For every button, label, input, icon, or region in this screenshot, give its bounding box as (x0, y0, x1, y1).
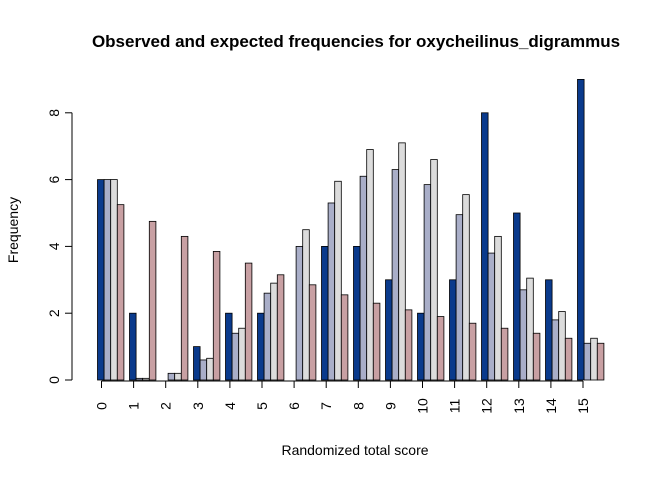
bar-s4-13 (532, 332, 541, 381)
bar-s2-3 (199, 359, 208, 381)
x-tick-label-2: 2 (158, 402, 174, 410)
bar-s3-10 (430, 159, 438, 381)
x-tick-label-1: 1 (126, 402, 142, 410)
x-tick-label-9: 9 (382, 402, 398, 410)
bar-s1-15 (577, 79, 585, 381)
bar-s3-5 (270, 282, 278, 381)
bar-s3-15 (590, 337, 598, 381)
bar-s2-12 (487, 252, 496, 381)
bar-s1-7 (321, 245, 329, 381)
bar-s3-14 (558, 311, 566, 381)
bar-s3-1 (142, 377, 150, 381)
bar-s1-3 (193, 346, 201, 381)
y-tick-label-0: 0 (46, 376, 62, 384)
bar-s3-13 (526, 277, 534, 381)
bar-s4-4 (244, 262, 253, 381)
x-tick-label-6: 6 (286, 402, 302, 410)
bar-s4-8 (372, 302, 381, 381)
x-tick-label-15: 15 (575, 398, 591, 414)
bar-s3-7 (334, 180, 342, 381)
bar-s3-8 (366, 149, 374, 381)
bar-s2-1 (135, 377, 144, 381)
bar-s1-11 (449, 279, 457, 381)
bar-s3-9 (398, 142, 406, 381)
bar-s4-6 (308, 284, 317, 381)
bar-s1-9 (385, 279, 393, 381)
y-axis-label: Frequency (5, 197, 21, 263)
bar-s4-5 (276, 274, 285, 381)
bar-s3-3 (206, 357, 214, 381)
x-tick-label-13: 13 (511, 398, 527, 414)
bar-s4-3 (212, 251, 221, 381)
bar-s1-8 (353, 245, 361, 381)
bar-s2-2 (167, 372, 176, 381)
bar-s2-6 (295, 245, 304, 381)
bar-s2-9 (391, 169, 400, 381)
bar-s2-10 (423, 184, 432, 381)
bar-s1-10 (417, 312, 425, 381)
bar-s4-11 (468, 322, 477, 381)
bar-s4-14 (564, 337, 573, 381)
bar-s3-6 (302, 229, 310, 381)
bar-s2-14 (551, 319, 560, 381)
bar-s3-0 (110, 179, 118, 381)
bar-s3-11 (462, 194, 470, 381)
x-axis-label: Randomized total score (281, 442, 428, 458)
bar-s3-12 (494, 235, 502, 381)
y-tick-label-8: 8 (46, 109, 62, 117)
bar-s2-11 (455, 214, 464, 381)
x-tick-label-4: 4 (222, 402, 238, 410)
bar-s4-9 (404, 309, 413, 381)
y-tick-label-4: 4 (46, 242, 62, 250)
x-tick-label-14: 14 (543, 398, 559, 414)
bar-s4-1 (148, 220, 157, 381)
bar-s2-7 (327, 202, 336, 381)
bar-s3-4 (238, 327, 246, 381)
bar-s1-14 (545, 279, 553, 381)
bar-s2-13 (519, 289, 528, 381)
bar-s4-12 (500, 327, 509, 381)
x-tick-label-7: 7 (318, 402, 334, 410)
bar-s4-0 (116, 204, 125, 381)
bars-group (97, 79, 605, 381)
bar-s4-7 (340, 294, 349, 381)
x-tick-label-8: 8 (350, 402, 366, 410)
x-tick-label-3: 3 (190, 402, 206, 410)
bar-s4-10 (436, 316, 445, 381)
bar-s2-0 (103, 179, 112, 381)
x-tick-label-12: 12 (479, 398, 495, 414)
bar-s1-4 (225, 312, 233, 381)
bar-s2-5 (263, 292, 272, 381)
chart-title: Observed and expected frequencies for ox… (92, 32, 620, 51)
bar-s1-5 (257, 312, 265, 381)
y-tick-label-2: 2 (46, 309, 62, 317)
bar-s3-2 (174, 372, 182, 381)
bar-s4-2 (180, 235, 189, 381)
y-axis: 0 2 4 6 8 (46, 109, 73, 384)
bar-s4-15 (596, 342, 605, 381)
x-axis: 0 1 2 3 4 5 6 7 8 9 10 11 12 13 14 15 (94, 380, 591, 414)
x-tick-label-11: 11 (447, 399, 463, 414)
bar-s1-1 (129, 312, 137, 381)
bar-s2-8 (359, 175, 368, 381)
x-tick-label-10: 10 (415, 398, 431, 414)
x-tick-label-0: 0 (94, 402, 110, 410)
bar-s1-12 (481, 112, 489, 381)
x-tick-label-5: 5 (254, 402, 270, 410)
bar-s2-15 (583, 342, 592, 381)
y-tick-label-6: 6 (46, 175, 62, 183)
bar-s1-13 (513, 212, 521, 381)
bar-s1-0 (97, 179, 105, 381)
bar-s2-4 (231, 332, 240, 381)
